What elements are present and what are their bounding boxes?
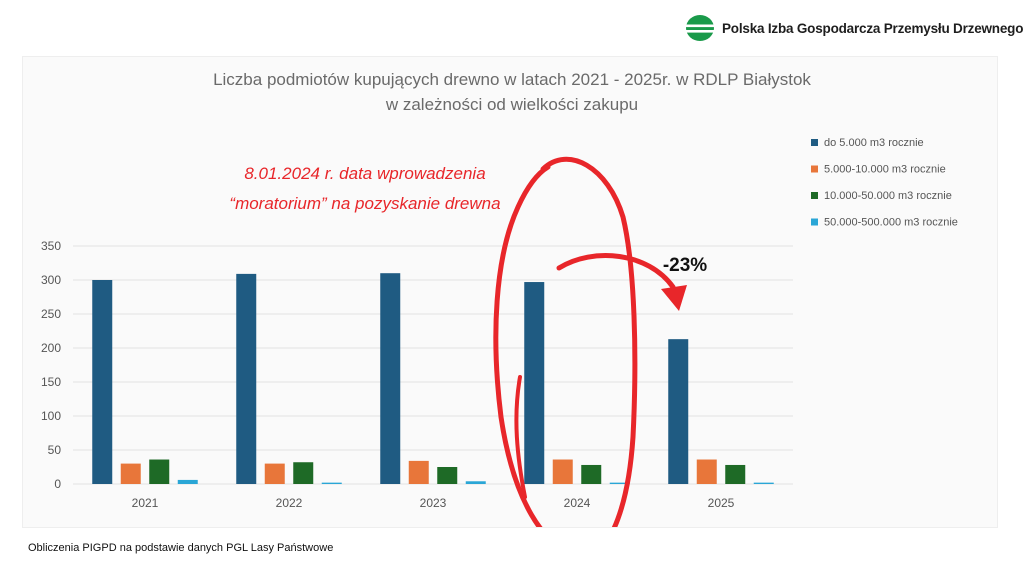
logo-text: Polska Izba Gospodarcza Przemysłu Drzewn… (722, 20, 1024, 36)
bar-2022-series-3 (293, 462, 314, 484)
change-label: -23% (663, 255, 707, 276)
y-tick-label: 350 (41, 239, 61, 253)
bar-2022-series-1 (236, 273, 257, 484)
bar-2025-series-4 (753, 482, 774, 484)
legend-swatch-1 (811, 139, 818, 146)
bar-chart: Liczba podmiotów kupujących drewno w lat… (41, 70, 958, 527)
x-tick-label: 2022 (276, 496, 303, 510)
bar-2021-series-3 (149, 459, 170, 484)
bar-2023-series-4 (465, 481, 486, 484)
bar-2021-series-1 (92, 280, 113, 484)
highlight-circle-inner-stroke (514, 375, 527, 499)
bar-2025-series-3 (725, 464, 746, 484)
highlight-circle (493, 156, 638, 527)
bar-2025-series-2 (696, 459, 717, 484)
bar-2024-series-3 (581, 464, 602, 484)
logo: Polska Izba Gospodarcza Przemysłu Drzewn… (684, 14, 1023, 42)
x-tick-label: 2021 (132, 496, 159, 510)
moratorium-annotation-line2: “moratorium” na pozyskanie drewna (229, 194, 500, 213)
y-tick-label: 0 (54, 477, 61, 491)
y-tick-label: 300 (41, 273, 61, 287)
bar-2022-series-2 (264, 463, 285, 484)
bar-2025-series-1 (668, 339, 689, 484)
y-tick-label: 50 (48, 443, 62, 457)
y-tick-label: 200 (41, 341, 61, 355)
bar-2021-series-4 (177, 479, 198, 484)
bar-2024-series-1 (524, 282, 545, 484)
bar-2021-series-2 (120, 463, 141, 484)
legend-label-3: 10.000-50.000 m3 rocznie (824, 190, 952, 202)
legend-swatch-3 (811, 192, 818, 199)
source-note: Obliczenia PIGPD na podstawie danych PGL… (28, 542, 334, 554)
legend-label-2: 5.000-10.000 m3 rocznie (824, 164, 946, 176)
bar-2022-series-4 (321, 482, 342, 484)
legend-label-1: do 5.000 m3 rocznie (824, 137, 924, 149)
chart-subtitle: w zależności od wielkości zakupu (385, 95, 638, 114)
y-tick-label: 250 (41, 307, 61, 321)
legend-label-4: 50.000-500.000 m3 rocznie (824, 217, 958, 229)
green-globe-icon (685, 15, 715, 41)
decline-arrow-head (661, 285, 687, 311)
chart-panel: Liczba podmiotów kupujących drewno w lat… (22, 56, 998, 528)
legend-swatch-4 (811, 218, 818, 226)
bar-2024-series-4 (609, 482, 630, 484)
bar-2023-series-1 (380, 273, 401, 484)
decline-arrow (556, 253, 676, 290)
x-tick-label: 2024 (564, 496, 591, 510)
x-tick-label: 2023 (420, 496, 447, 510)
legend-swatch-2 (811, 165, 818, 173)
moratorium-annotation-line1: 8.01.2024 r. data wprowadzenia (244, 164, 485, 183)
x-tick-label: 2025 (708, 496, 735, 510)
y-tick-label: 150 (41, 375, 61, 389)
chart-title: Liczba podmiotów kupujących drewno w lat… (213, 70, 811, 89)
y-tick-label: 100 (41, 409, 61, 423)
bar-2023-series-3 (437, 467, 458, 484)
bar-2023-series-2 (408, 460, 429, 484)
bar-2024-series-2 (552, 459, 573, 484)
